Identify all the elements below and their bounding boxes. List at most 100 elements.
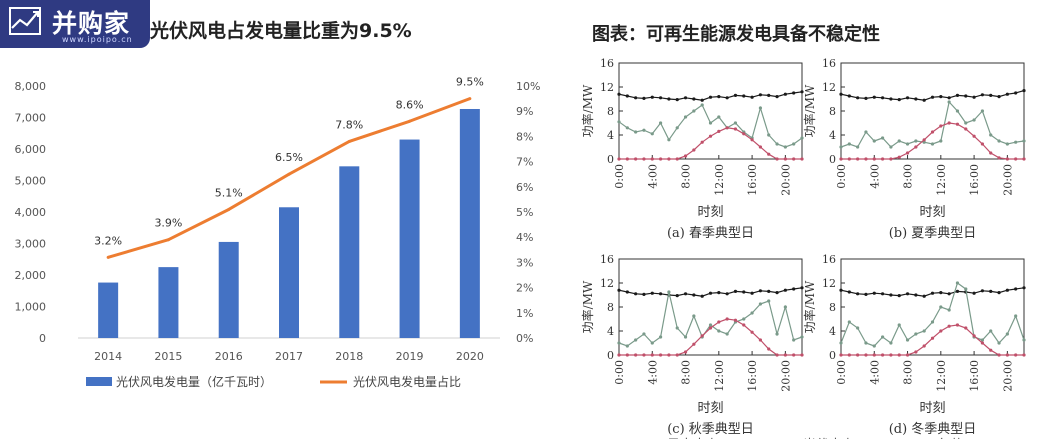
series-point xyxy=(980,93,985,97)
series-point xyxy=(667,353,671,357)
y-tick-label: 4 xyxy=(829,325,836,338)
series-point xyxy=(955,122,960,126)
series-point xyxy=(964,127,968,131)
y-axis-label: 功率/MW xyxy=(580,280,595,333)
series-point xyxy=(856,145,860,149)
y-tick-label: 12 xyxy=(600,81,614,94)
series-point xyxy=(897,323,901,327)
y2-tick-label: 4% xyxy=(516,231,533,244)
data-label: 5.1% xyxy=(215,186,243,199)
y-tick-label: 4,000 xyxy=(15,206,47,219)
series-point xyxy=(889,157,893,161)
subplot-panel: 0 4 8 12 16 0:00 4:00 8:00 12:00 16:00 20:00 功率/MW 时… xyxy=(580,57,804,241)
series-point xyxy=(864,130,868,134)
series-point xyxy=(758,106,763,110)
series-point xyxy=(947,308,951,312)
series-point xyxy=(922,98,926,102)
series-point xyxy=(725,292,729,296)
series-point xyxy=(675,326,679,330)
series-point xyxy=(972,95,976,99)
x-axis-label: 时刻 xyxy=(919,205,945,220)
series-point xyxy=(847,157,851,161)
series-point xyxy=(792,287,796,291)
series-point xyxy=(980,338,985,342)
series-point xyxy=(783,92,787,96)
x-tick-label: 12:00 xyxy=(713,164,726,196)
y-tick-label: 0 xyxy=(607,349,614,362)
y-tick-label: 0 xyxy=(829,153,836,166)
series-point xyxy=(683,335,688,339)
series-point xyxy=(700,294,704,298)
series-point xyxy=(717,115,721,119)
series-point xyxy=(1014,157,1018,161)
series-point xyxy=(717,320,721,324)
series-point xyxy=(930,336,935,340)
series-point xyxy=(792,142,796,146)
y-tick-label: 8 xyxy=(829,105,836,118)
y-tick-label: 16 xyxy=(600,57,614,70)
series-point xyxy=(897,294,901,298)
line-point xyxy=(287,172,291,176)
line-point xyxy=(166,238,170,242)
series-point xyxy=(742,290,746,294)
series-point xyxy=(930,95,935,99)
series-point xyxy=(708,121,713,125)
series-point xyxy=(947,292,951,296)
series-point xyxy=(997,156,1001,160)
series-point xyxy=(758,145,763,149)
x-tick-label: 12:00 xyxy=(935,164,948,196)
y-tick-label: 12 xyxy=(600,277,614,290)
x-axis-label: 时刻 xyxy=(919,401,945,416)
series-point xyxy=(839,92,843,96)
right-chart-title: 图表：可再生能源发电具备不稳定性 xyxy=(592,24,880,45)
y-tick-label: 0 xyxy=(39,332,46,345)
series-point xyxy=(717,129,721,133)
series-point xyxy=(856,353,860,357)
series-point xyxy=(658,157,663,161)
y-tick-label: 0 xyxy=(829,349,836,362)
series-point xyxy=(872,95,876,99)
series-point xyxy=(750,95,754,99)
series-point xyxy=(767,133,771,137)
series-point xyxy=(880,96,885,100)
subplot-panel: 0 4 8 12 16 0:00 4:00 8:00 12:00 16:00 20:00 功率/MW 时… xyxy=(802,253,1026,437)
series-point xyxy=(897,353,901,357)
series-point xyxy=(634,338,638,342)
y-tick-label: 12 xyxy=(822,81,836,94)
series-point xyxy=(800,90,804,94)
series-point xyxy=(847,320,851,324)
x-tick-label: 12:00 xyxy=(713,360,726,392)
x-tick-label: 0:00 xyxy=(613,360,626,385)
series-point xyxy=(675,126,679,130)
x-tick-label: 2014 xyxy=(94,350,122,363)
series-point xyxy=(980,289,985,293)
series-point xyxy=(642,332,646,336)
y-tick-label: 5,000 xyxy=(15,175,47,188)
series-point xyxy=(775,142,779,146)
subplot-caption: (c) 秋季典型日 xyxy=(667,422,754,437)
series-point xyxy=(947,100,951,104)
series-point xyxy=(675,353,679,357)
series-point xyxy=(675,98,679,102)
series-point xyxy=(914,139,918,143)
series-point xyxy=(872,353,876,357)
series-point xyxy=(922,140,926,144)
line-point xyxy=(468,97,472,101)
data-label: 8.6% xyxy=(396,98,424,111)
x-tick-label: 4:00 xyxy=(646,164,659,189)
series-point xyxy=(905,142,910,146)
series-point xyxy=(783,288,787,292)
series-point xyxy=(692,109,696,113)
x-tick-label: 4:00 xyxy=(868,164,881,189)
data-label: 6.5% xyxy=(275,151,303,164)
series-point xyxy=(914,350,918,354)
series-point xyxy=(683,96,688,100)
series-point xyxy=(955,281,960,285)
series-point xyxy=(872,344,876,348)
series-point xyxy=(800,335,804,339)
subplot-panel: 0 4 8 12 16 0:00 4:00 8:00 12:00 16:00 20:00 功率/MW 时… xyxy=(580,253,804,437)
site-logo: 并购家 www.ipoipo.cn xyxy=(0,0,150,48)
series-point xyxy=(742,323,746,327)
series-point xyxy=(989,133,993,137)
series-point xyxy=(700,140,704,144)
